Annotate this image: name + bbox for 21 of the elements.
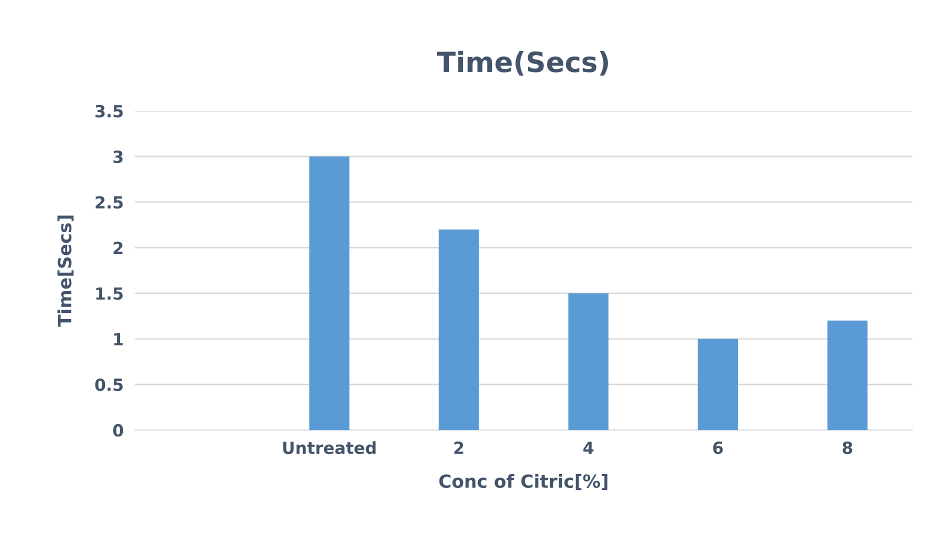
chart-title: Time(Secs): [437, 50, 608, 76]
y-tick-label: 0: [113, 424, 124, 437]
bar: [438, 229, 479, 430]
y-tick-label: 3: [113, 150, 123, 164]
x-tick-label: Untreated: [283, 441, 376, 454]
bar: [827, 320, 868, 430]
y-tick-label: 1.5: [96, 287, 123, 300]
y-tick-label: 3.5: [96, 104, 123, 118]
x-axis-title: Conc of Citric[%]: [439, 474, 608, 490]
y-tick-label: 1: [114, 333, 123, 346]
y-axis-title: Time[Secs]: [57, 216, 74, 327]
y-tick-label: 0.5: [95, 378, 123, 392]
bar: [309, 156, 350, 430]
bar: [698, 338, 738, 430]
y-tick-label: 2: [114, 242, 122, 254]
y-tick-label: 2.5: [96, 196, 123, 209]
x-tick-label: 2: [454, 442, 464, 454]
x-tick-label: 6: [713, 442, 723, 454]
x-tick-label: 8: [842, 442, 852, 454]
bar: [568, 293, 608, 430]
x-tick-label: 4: [583, 442, 594, 454]
